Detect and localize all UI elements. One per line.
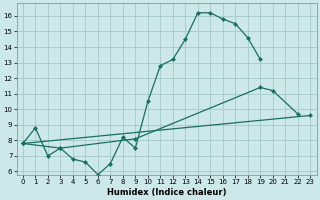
- X-axis label: Humidex (Indice chaleur): Humidex (Indice chaleur): [107, 188, 226, 197]
